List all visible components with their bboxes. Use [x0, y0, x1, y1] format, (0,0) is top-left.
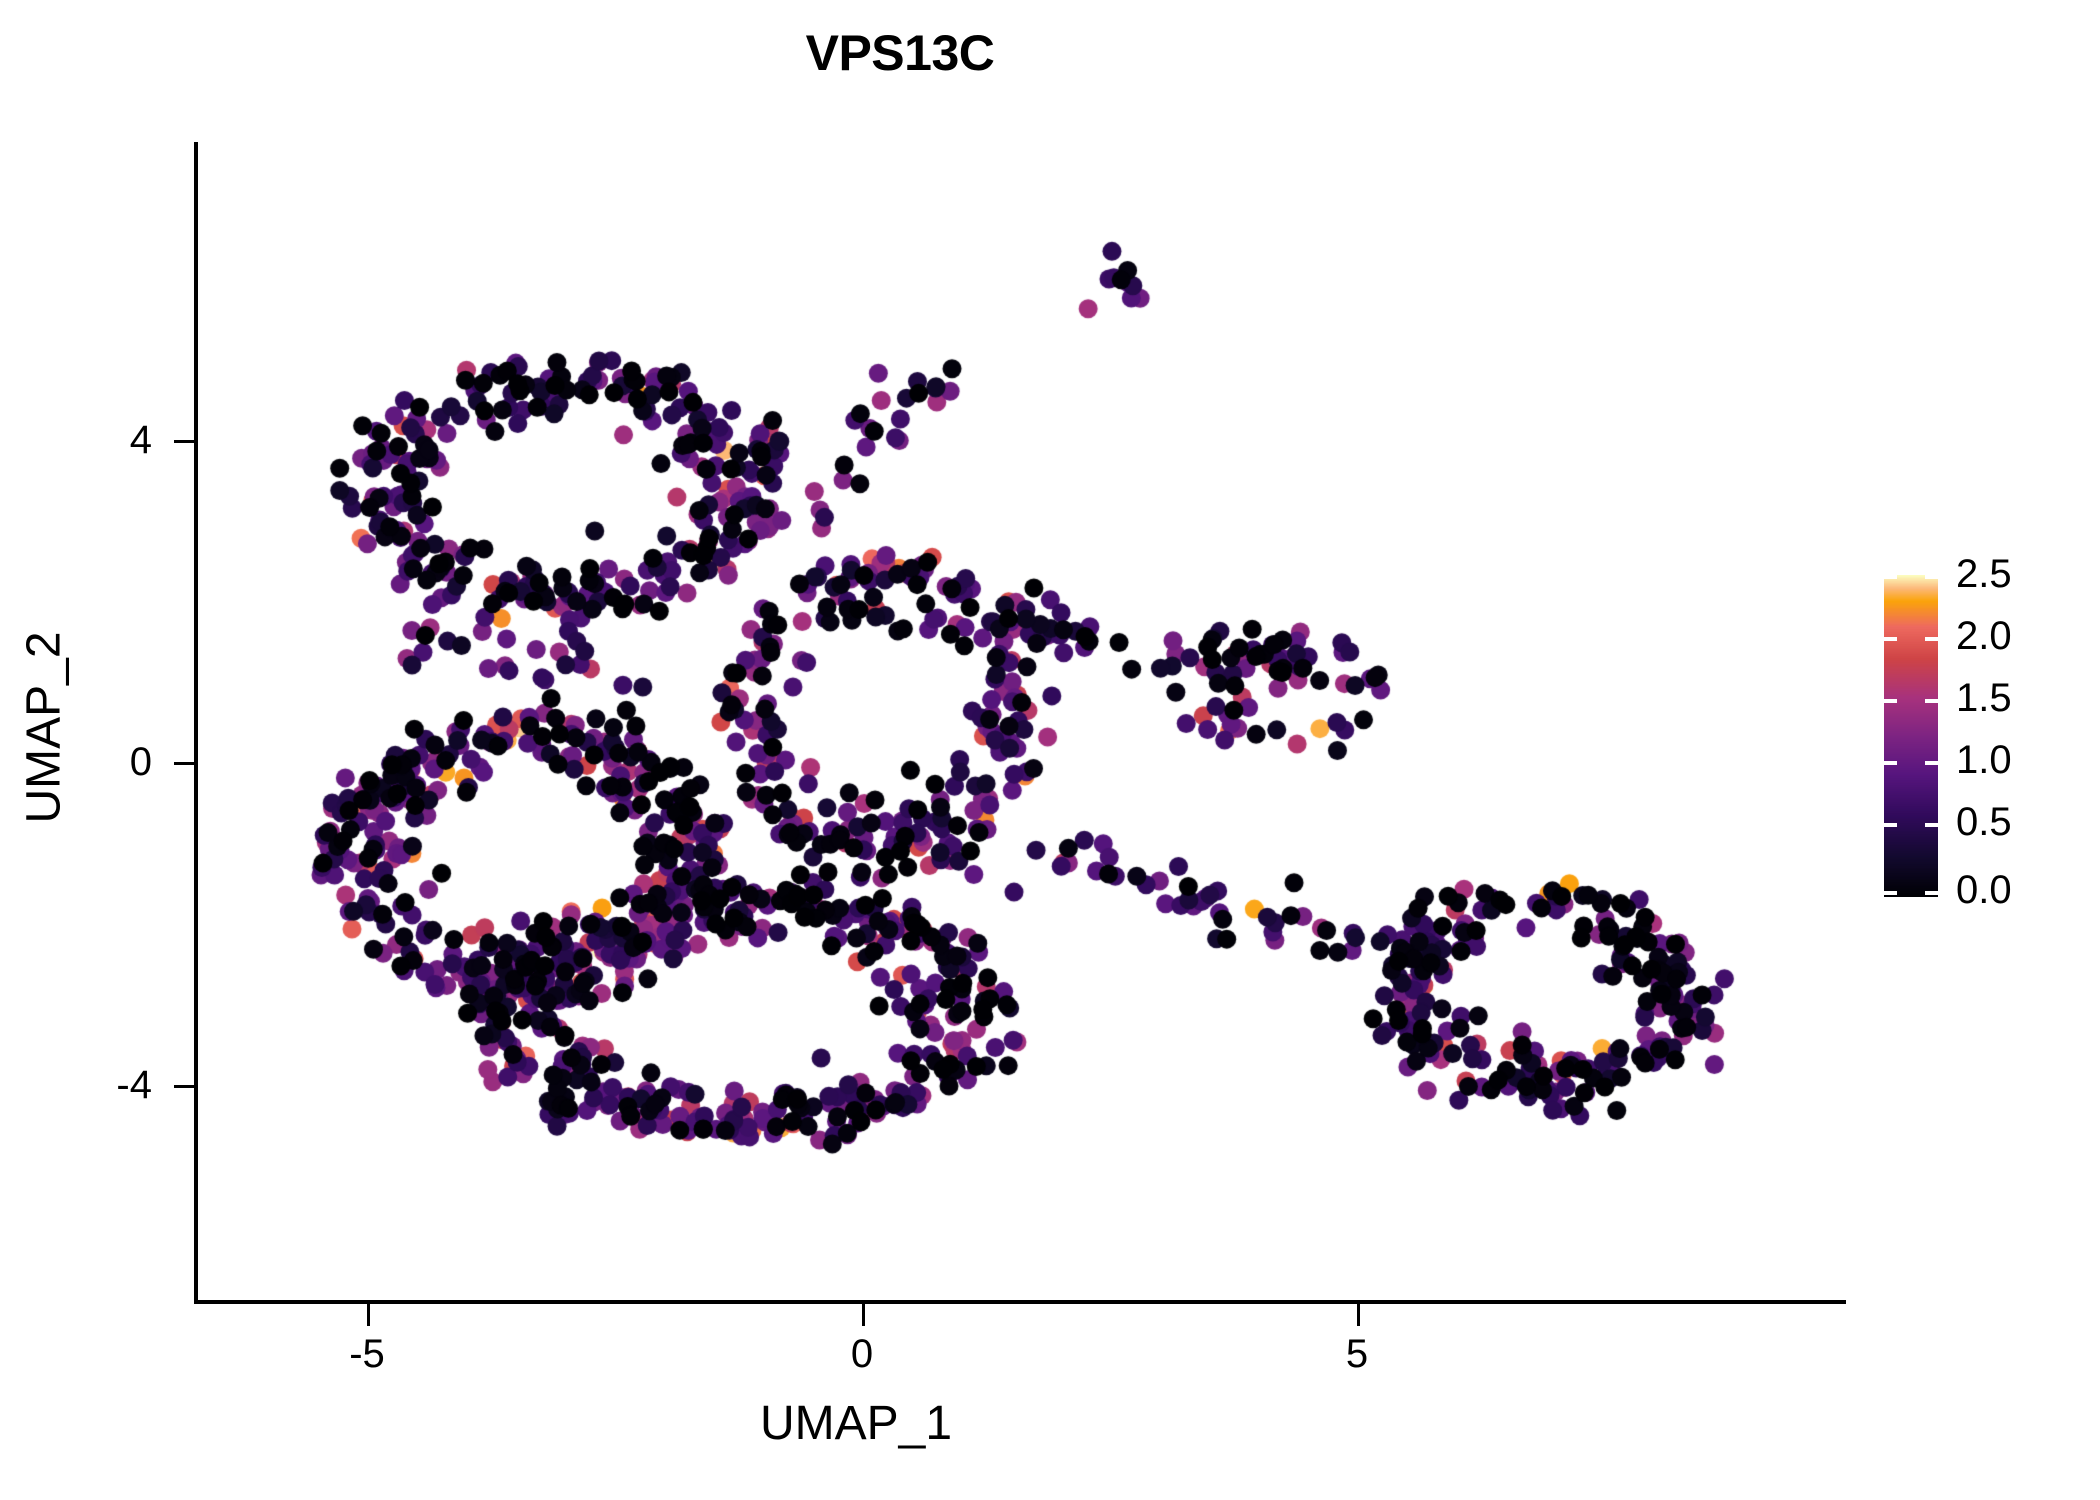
- y-axis-ticklabel-0: 0: [129, 740, 152, 784]
- x-axis-line: [194, 1300, 1846, 1304]
- page-title: VPS13C: [805, 25, 995, 81]
- y-axis-tick-neg4: [174, 1085, 196, 1088]
- x-axis-title: UMAP_1: [759, 1397, 953, 1450]
- x-axis-tick-5: [1357, 1304, 1360, 1326]
- colorbar-tick-0_5-left: [1884, 823, 1897, 827]
- colorbar-tick-0_0-right: [1925, 891, 1938, 895]
- colorbar-tick-1_0-left: [1884, 761, 1897, 765]
- colorbar-gradient: [1884, 575, 1938, 897]
- x-axis-ticklabel-0: 0: [850, 1332, 874, 1376]
- y-axis-tick-0: [174, 762, 196, 765]
- colorbar-tick-2_0-right: [1925, 637, 1938, 641]
- y-axis-tick-4: [174, 440, 196, 443]
- colorbar-tick-0_0-left: [1884, 891, 1897, 895]
- colorbar-tick-1_0-right: [1925, 761, 1938, 765]
- y-axis-line: [194, 142, 198, 1304]
- colorbar-label-2_0: 2.0: [1956, 614, 2012, 658]
- y-axis-title: UMAP_2: [17, 631, 71, 824]
- colorbar-tick-1_5-right: [1925, 699, 1938, 703]
- x-axis-ticklabel-neg5: -5: [349, 1332, 385, 1376]
- colorbar-tick-1_5-left: [1884, 699, 1897, 703]
- color-legend: 2.5 2.0 1.5 1.0 0.5 0.0: [1884, 554, 2084, 910]
- colorbar-tick-2_5-right: [1925, 575, 1938, 579]
- x-axis-ticklabel-5: 5: [1345, 1332, 1369, 1376]
- x-axis-tick-neg5: [367, 1304, 370, 1326]
- colorbar-tick-0_5-right: [1925, 823, 1938, 827]
- colorbar-label-0_0: 0.0: [1956, 868, 2012, 912]
- colorbar-label-0_5: 0.5: [1956, 800, 2012, 844]
- colorbar-tick-2_5-left: [1884, 575, 1897, 579]
- colorbar-label-2_5: 2.5: [1956, 552, 2012, 596]
- colorbar-label-1_0: 1.0: [1956, 738, 2012, 782]
- x-axis-tick-0: [862, 1304, 865, 1326]
- colorbar-label-1_5: 1.5: [1956, 676, 2012, 720]
- colorbar-tick-2_0-left: [1884, 637, 1897, 641]
- y-axis-ticklabel-4: 4: [129, 418, 152, 462]
- y-axis-ticklabel-neg4: -4: [116, 1063, 152, 1107]
